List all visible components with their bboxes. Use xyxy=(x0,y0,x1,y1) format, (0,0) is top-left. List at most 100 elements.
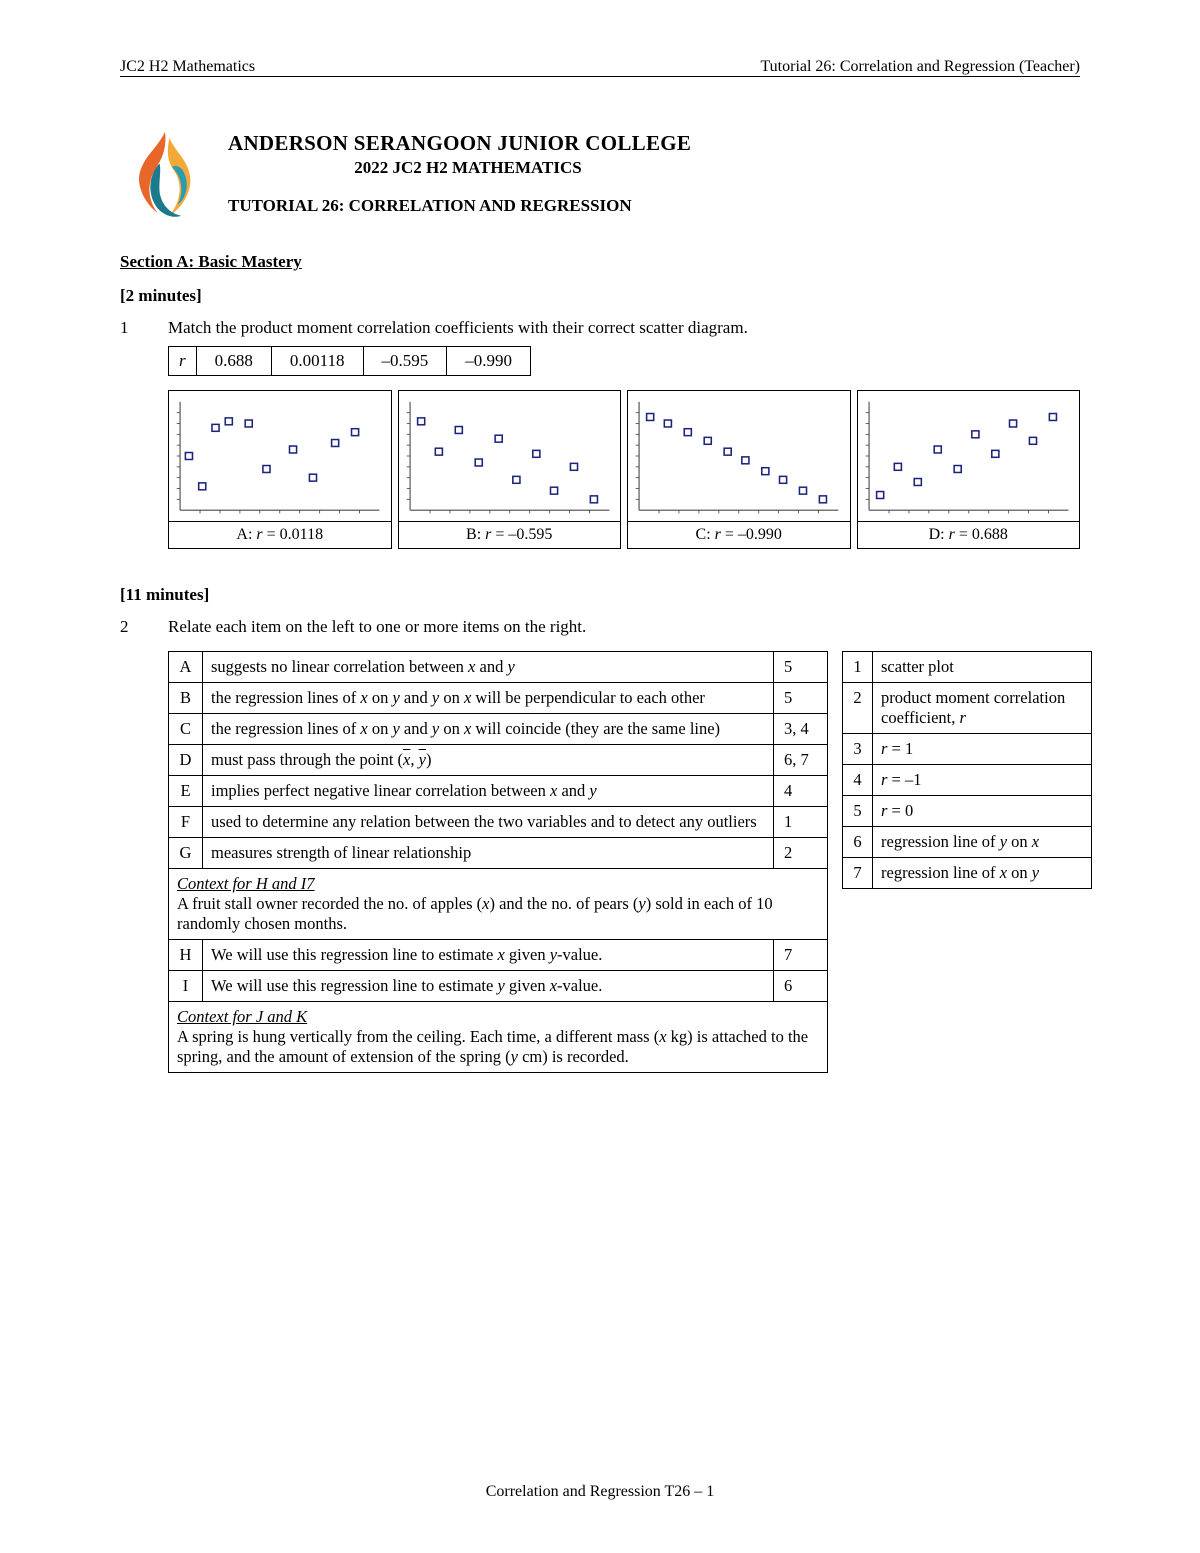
q2-time: [11 minutes] xyxy=(120,585,1080,605)
q2-right-num: 3 xyxy=(843,734,873,765)
page-footer: Correlation and Regression T26 – 1 xyxy=(0,1483,1200,1501)
scatter-plot-3 xyxy=(858,391,1080,521)
header-right: Tutorial 26: Correlation and Regression … xyxy=(760,58,1080,76)
q2-left-row-H: H We will use this regression line to es… xyxy=(169,940,828,971)
q2-left-ans: 7 xyxy=(774,940,828,971)
q2-left-letter: C xyxy=(169,714,203,745)
q1-row: 1 Match the product moment correlation c… xyxy=(120,318,1080,571)
q2-body: Relate each item on the left to one or m… xyxy=(168,617,1092,1073)
q2-right-num: 1 xyxy=(843,652,873,683)
tutorial-name: TUTORIAL 26: CORRELATION AND REGRESSION xyxy=(228,196,1080,216)
q2-right-table: 1 scatter plot2 product moment correlati… xyxy=(842,651,1092,889)
q2-left-letter: E xyxy=(169,776,203,807)
q2-context-hi: Context for H and I7A fruit stall owner … xyxy=(169,869,828,940)
q1-number: 1 xyxy=(120,318,140,571)
q2-left-letter: B xyxy=(169,683,203,714)
scatter-cell-0: A: r = 0.0118 xyxy=(168,390,392,549)
q2-left-desc: must pass through the point (x, y) xyxy=(203,745,774,776)
q2-left-ans: 3, 4 xyxy=(774,714,828,745)
q2-right-row-6: 6 regression line of y on x xyxy=(843,827,1092,858)
q2-right-desc: scatter plot xyxy=(873,652,1092,683)
r-val-3: –0.990 xyxy=(447,347,531,376)
q2-left-row-C: C the regression lines of x on y and y o… xyxy=(169,714,828,745)
section-a-title: Section A: Basic Mastery xyxy=(120,252,1080,272)
q2-right-num: 6 xyxy=(843,827,873,858)
q2-tables: A suggests no linear correlation between… xyxy=(168,651,1092,1073)
page-header: JC2 H2 Mathematics Tutorial 26: Correlat… xyxy=(120,58,1080,77)
q1-text: Match the product moment correlation coe… xyxy=(168,318,1080,338)
q2-right-desc: regression line of x on y xyxy=(873,858,1092,889)
scatter-row: A: r = 0.0118 B: r = –0.595 C: r = –0.99… xyxy=(168,390,1080,549)
q2-text: Relate each item on the left to one or m… xyxy=(168,617,1092,637)
r-label: r xyxy=(169,347,197,376)
q2-right-desc: r = 0 xyxy=(873,796,1092,827)
q2-right-num: 5 xyxy=(843,796,873,827)
q2-left-letter: G xyxy=(169,838,203,869)
q2-left-ans: 2 xyxy=(774,838,828,869)
q2-left-desc: We will use this regression line to esti… xyxy=(203,971,774,1002)
q2-right-desc: regression line of y on x xyxy=(873,827,1092,858)
q2-right-row-3: 3 r = 1 xyxy=(843,734,1092,765)
q2-right-desc: r = 1 xyxy=(873,734,1092,765)
q2-left-desc: implies perfect negative linear correlat… xyxy=(203,776,774,807)
q2-left-letter: A xyxy=(169,652,203,683)
q2-right-num: 7 xyxy=(843,858,873,889)
q2-left-ans: 5 xyxy=(774,683,828,714)
q2-row: 2 Relate each item on the left to one or… xyxy=(120,617,1080,1073)
q2-left-desc: the regression lines of x on y and y on … xyxy=(203,714,774,745)
q2-left-row-E: E implies perfect negative linear correl… xyxy=(169,776,828,807)
scatter-cell-3: D: r = 0.688 xyxy=(857,390,1081,549)
q1-time: [2 minutes] xyxy=(120,286,1080,306)
scatter-plot-2 xyxy=(628,391,850,521)
course-name: 2022 JC2 H2 MATHEMATICS xyxy=(228,158,708,178)
q2-left-desc: the regression lines of x on y and y on … xyxy=(203,683,774,714)
scatter-plot-0 xyxy=(169,391,391,521)
q2-right-desc: r = –1 xyxy=(873,765,1092,796)
scatter-cell-2: C: r = –0.990 xyxy=(627,390,851,549)
r-val-0: 0.688 xyxy=(196,347,271,376)
q2-left-ans: 1 xyxy=(774,807,828,838)
q2-left-desc: suggests no linear correlation between x… xyxy=(203,652,774,683)
q2-left-desc: measures strength of linear relationship xyxy=(203,838,774,869)
scatter-caption-3: D: r = 0.688 xyxy=(858,521,1080,548)
q2-left-row-I: I We will use this regression line to es… xyxy=(169,971,828,1002)
q2-left-row-G: G measures strength of linear relationsh… xyxy=(169,838,828,869)
q2-left-desc: We will use this regression line to esti… xyxy=(203,940,774,971)
header-left: JC2 H2 Mathematics xyxy=(120,58,255,76)
title-block: ANDERSON SERANGOON JUNIOR COLLEGE 2022 J… xyxy=(120,127,1080,232)
q2-left-row-D: D must pass through the point (x, y) 6, … xyxy=(169,745,828,776)
q2-left-ans: 6, 7 xyxy=(774,745,828,776)
scatter-cell-1: B: r = –0.595 xyxy=(398,390,622,549)
scatter-caption-1: B: r = –0.595 xyxy=(399,521,621,548)
q2-number: 2 xyxy=(120,617,140,1073)
q2-left-table: A suggests no linear correlation between… xyxy=(168,651,828,1073)
q2-right-num: 4 xyxy=(843,765,873,796)
q2-left-row-B: B the regression lines of x on y and y o… xyxy=(169,683,828,714)
r-val-2: –0.595 xyxy=(363,347,447,376)
q2-left-desc: used to determine any relation between t… xyxy=(203,807,774,838)
scatter-caption-2: C: r = –0.990 xyxy=(628,521,850,548)
q2-right-row-7: 7 regression line of x on y xyxy=(843,858,1092,889)
q2-left-letter: F xyxy=(169,807,203,838)
q2-right-desc: product moment correlation coefficient, … xyxy=(873,683,1092,734)
scatter-caption-0: A: r = 0.0118 xyxy=(169,521,391,548)
q2-right-row-1: 1 scatter plot xyxy=(843,652,1092,683)
q2-context-jk: Context for J and KA spring is hung vert… xyxy=(169,1002,828,1073)
q2-right-row-5: 5 r = 0 xyxy=(843,796,1092,827)
q2-left-ans: 5 xyxy=(774,652,828,683)
college-name: ANDERSON SERANGOON JUNIOR COLLEGE xyxy=(228,131,1080,156)
q2-left-letter: H xyxy=(169,940,203,971)
q1-body: Match the product moment correlation coe… xyxy=(168,318,1080,571)
scatter-plot-1 xyxy=(399,391,621,521)
q2-left-row-A: A suggests no linear correlation between… xyxy=(169,652,828,683)
q2-left-row-F: F used to determine any relation between… xyxy=(169,807,828,838)
r-value-table: r 0.688 0.00118 –0.595 –0.990 xyxy=(168,346,531,376)
q2-left-letter: I xyxy=(169,971,203,1002)
q2-right-row-4: 4 r = –1 xyxy=(843,765,1092,796)
q2-left-ans: 6 xyxy=(774,971,828,1002)
page: JC2 H2 Mathematics Tutorial 26: Correlat… xyxy=(0,0,1200,1553)
titles: ANDERSON SERANGOON JUNIOR COLLEGE 2022 J… xyxy=(228,127,1080,216)
q2-left-letter: D xyxy=(169,745,203,776)
q2-right-num: 2 xyxy=(843,683,873,734)
r-val-1: 0.00118 xyxy=(271,347,363,376)
